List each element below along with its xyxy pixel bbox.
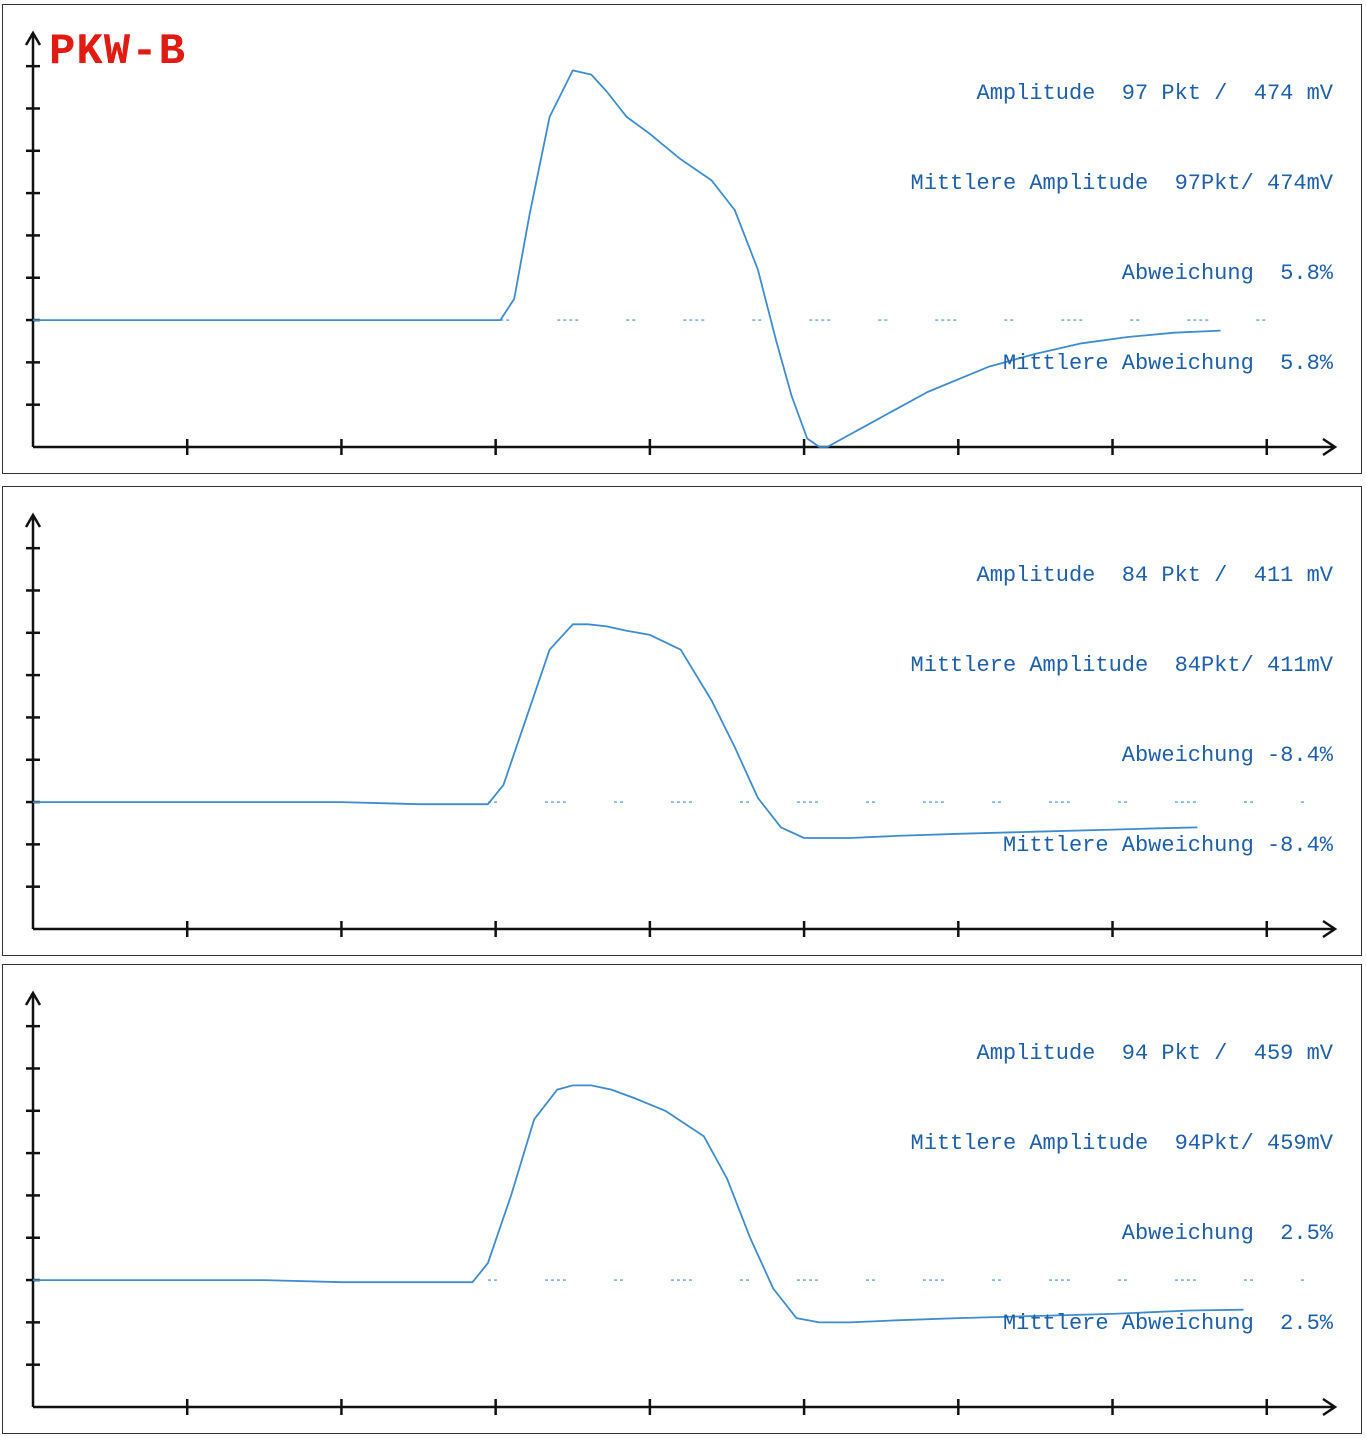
x-axis-arrowhead [1322, 437, 1338, 457]
chart-svg-2 [24, 512, 1338, 939]
chart-panel-2: Amplitude 84 Pkt / 411 mV Mittlere Ampli… [2, 486, 1362, 956]
mean-deviation-readout: Mittlere Abweichung -8.4% [1002, 833, 1333, 858]
signal-trace [33, 623, 1198, 839]
chart-svg-3 [24, 990, 1338, 1417]
x-axis-arrowhead [1322, 919, 1338, 939]
signal-trace [33, 1084, 1244, 1324]
y-axis-arrowhead [24, 990, 42, 1006]
mean-amplitude-readout: Mittlere Amplitude 97Pkt/ 474mV [910, 171, 1333, 196]
chart-svg-1 [24, 30, 1338, 457]
chart-panel-3: Amplitude 94 Pkt / 459 mV Mittlere Ampli… [2, 964, 1362, 1434]
y-axis-arrowhead [24, 30, 42, 46]
y-axis-arrowhead [24, 512, 42, 528]
amplitude-readout: Amplitude 94 Pkt / 459 mV [976, 1041, 1333, 1066]
amplitude-readout: Amplitude 84 Pkt / 411 mV [976, 563, 1333, 588]
deviation-readout: Abweichung 5.8% [1121, 261, 1333, 286]
deviation-readout: Abweichung 2.5% [1121, 1221, 1333, 1246]
mean-amplitude-readout: Mittlere Amplitude 94Pkt/ 459mV [910, 1131, 1333, 1156]
chart-title: PKW-B [49, 27, 187, 77]
readout-panel-3: Amplitude 94 Pkt / 459 mV Mittlere Ampli… [911, 979, 1333, 1399]
readout-panel-1: Amplitude 97 Pkt / 474 mV Mittlere Ampli… [911, 19, 1333, 439]
mean-amplitude-readout: Mittlere Amplitude 84Pkt/ 411mV [910, 653, 1333, 678]
x-axis-arrowhead [1322, 1397, 1338, 1417]
mean-deviation-readout: Mittlere Abweichung 5.8% [1002, 351, 1333, 376]
chart-panel-1: PKW-B Amplitude 97 Pkt / 474 mV Mittlere… [2, 4, 1362, 474]
amplitude-readout: Amplitude 97 Pkt / 474 mV [976, 81, 1333, 106]
signal-trace [33, 69, 1221, 448]
readout-panel-2: Amplitude 84 Pkt / 411 mV Mittlere Ampli… [911, 501, 1333, 921]
mean-deviation-readout: Mittlere Abweichung 2.5% [1002, 1311, 1333, 1336]
deviation-readout: Abweichung -8.4% [1121, 743, 1333, 768]
